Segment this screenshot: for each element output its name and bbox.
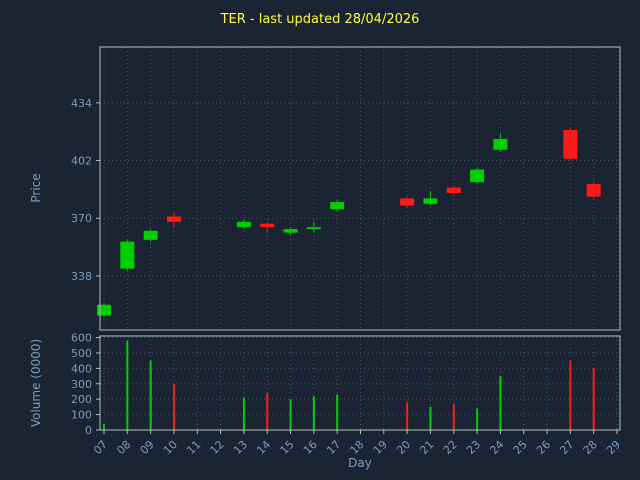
svg-text:600: 600 <box>71 332 92 345</box>
svg-text:402: 402 <box>71 155 92 168</box>
svg-text:21: 21 <box>417 438 436 457</box>
svg-text:25: 25 <box>511 438 530 457</box>
svg-text:13: 13 <box>231 438 250 457</box>
svg-text:27: 27 <box>557 438 576 457</box>
svg-text:100: 100 <box>71 409 92 422</box>
svg-text:500: 500 <box>71 347 92 360</box>
svg-text:200: 200 <box>71 393 92 406</box>
svg-text:08: 08 <box>114 438 133 457</box>
svg-text:24: 24 <box>487 438 506 457</box>
day-axis-label: Day <box>348 456 372 470</box>
svg-text:28: 28 <box>581 438 600 457</box>
svg-text:434: 434 <box>71 97 92 110</box>
svg-text:300: 300 <box>71 378 92 391</box>
svg-text:10: 10 <box>161 438 180 457</box>
svg-text:338: 338 <box>71 270 92 283</box>
svg-text:12: 12 <box>208 438 227 457</box>
svg-text:22: 22 <box>441 438 460 457</box>
svg-text:370: 370 <box>71 212 92 225</box>
svg-text:16: 16 <box>301 438 320 457</box>
svg-text:20: 20 <box>394 438 413 457</box>
svg-text:07: 07 <box>91 438 110 457</box>
svg-text:18: 18 <box>348 438 367 457</box>
svg-text:17: 17 <box>324 438 343 457</box>
chart-title: TER - last updated 28/04/2026 <box>220 12 420 27</box>
svg-text:14: 14 <box>254 438 273 457</box>
svg-text:0: 0 <box>85 424 92 437</box>
svg-text:26: 26 <box>534 438 553 457</box>
svg-text:11: 11 <box>184 438 203 457</box>
svg-text:29: 29 <box>604 438 623 457</box>
svg-text:400: 400 <box>71 362 92 375</box>
svg-text:23: 23 <box>464 438 483 457</box>
svg-text:19: 19 <box>371 438 390 457</box>
svg-text:15: 15 <box>278 438 297 457</box>
svg-text:09: 09 <box>138 438 157 457</box>
